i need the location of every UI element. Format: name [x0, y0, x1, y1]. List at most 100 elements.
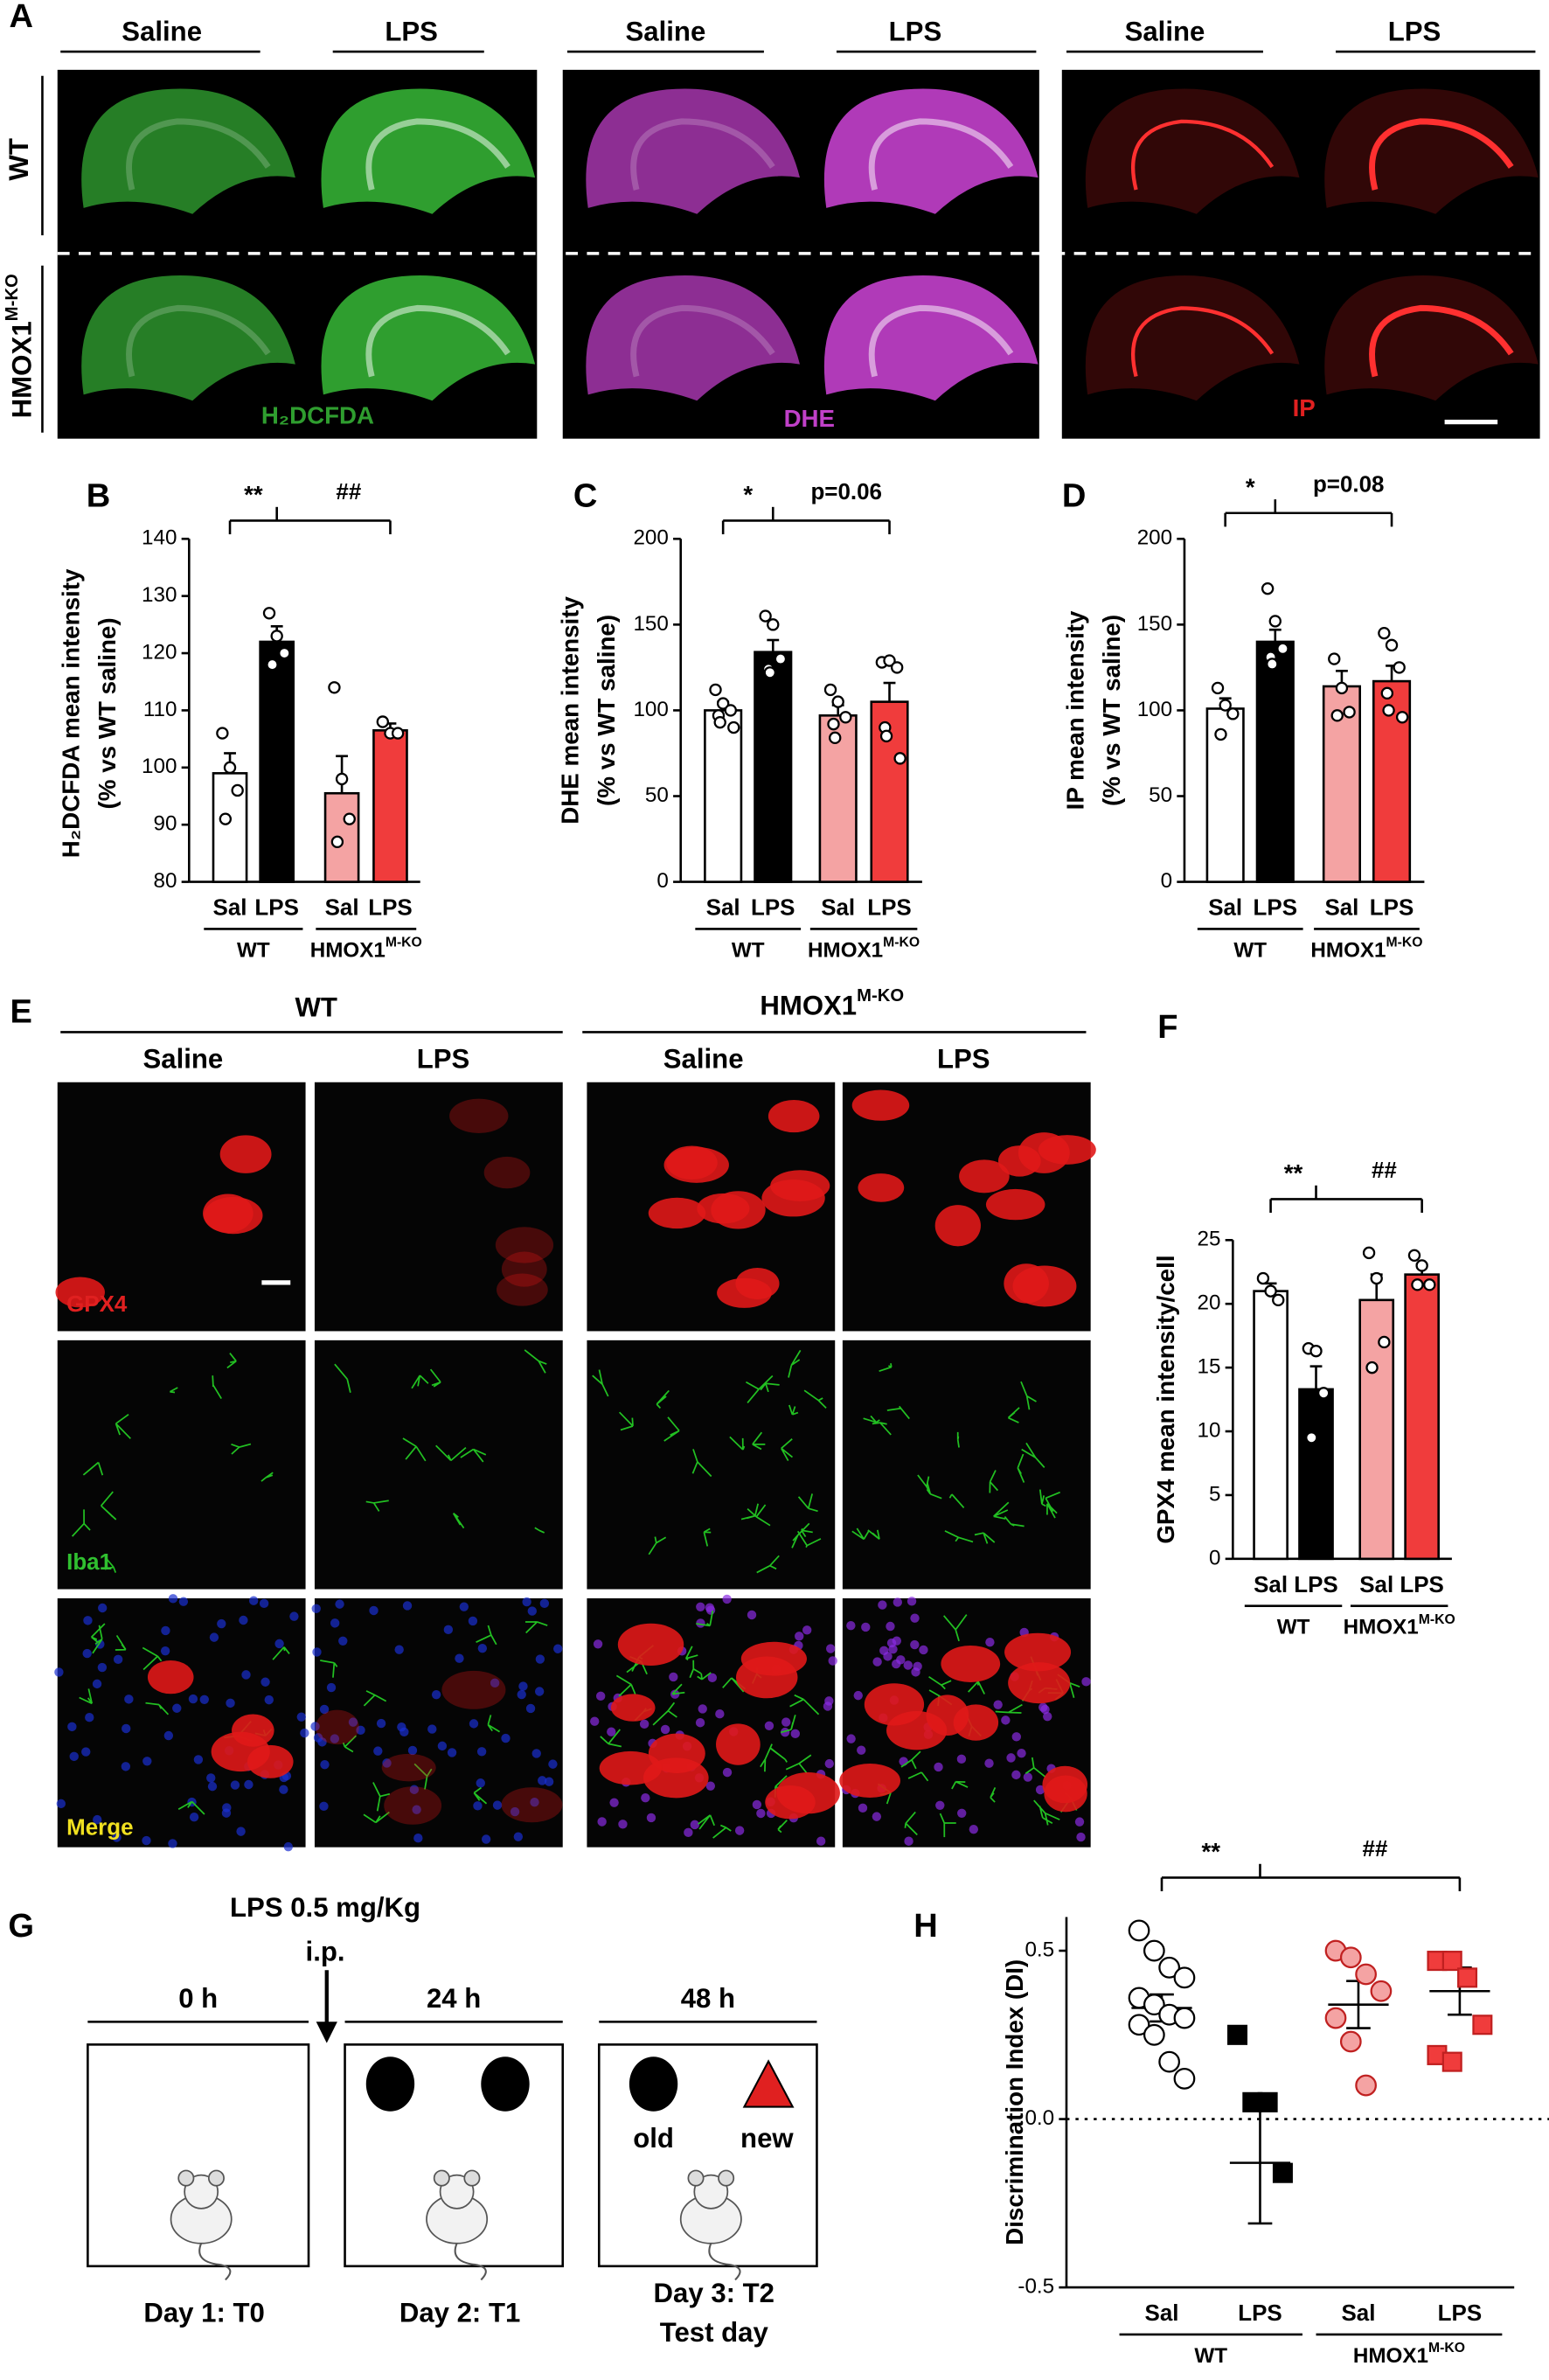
y-tick-label: 50 — [645, 783, 669, 807]
nucleus — [319, 1704, 330, 1715]
nucleus — [669, 1672, 678, 1682]
nucleus — [696, 1602, 705, 1611]
nucleus — [142, 1757, 152, 1766]
nucleus — [993, 1700, 1003, 1709]
nucleus — [310, 1722, 320, 1731]
nucleus — [888, 1644, 898, 1654]
group-label-main: WT — [1194, 2344, 1227, 2368]
microglia — [231, 1443, 252, 1455]
nucleus — [883, 1652, 893, 1661]
nucleus — [595, 1691, 606, 1701]
data-point — [270, 630, 283, 643]
day-label: Day 2: T1 — [399, 2298, 520, 2328]
neuron — [839, 1763, 901, 1799]
data-point — [1143, 1994, 1165, 2016]
data-point — [1214, 727, 1227, 741]
group-label: HMOX1M-KO — [808, 936, 920, 963]
nucleus — [802, 1625, 812, 1635]
bar — [754, 651, 793, 883]
data-point — [1343, 706, 1356, 719]
data-point — [1362, 1246, 1376, 1260]
nucleus — [85, 1713, 94, 1722]
microglia — [115, 1414, 131, 1439]
nucleus — [81, 1747, 91, 1757]
microglia — [1038, 1489, 1046, 1507]
data-point — [823, 683, 837, 697]
nucleus — [911, 1667, 920, 1677]
column-header: Saline — [626, 16, 706, 46]
nucleus — [764, 1721, 774, 1731]
data-point — [724, 704, 737, 717]
group-label: WT — [1277, 1616, 1310, 1639]
group-header-superscript: M-KO — [857, 987, 904, 1006]
data-point — [1457, 1967, 1478, 1988]
mouse-ear — [207, 2169, 225, 2187]
nucleus — [209, 1632, 219, 1642]
nucleus — [161, 1625, 170, 1636]
nucleus — [1006, 1753, 1016, 1763]
y-tick-label: 100 — [633, 698, 668, 721]
neuron — [232, 1714, 274, 1747]
data-point — [713, 715, 726, 729]
nucleus — [722, 1594, 732, 1604]
group-label-main: WT — [237, 939, 270, 963]
microglia — [684, 1646, 698, 1660]
microglia — [363, 1811, 390, 1824]
mouse-ear — [463, 2169, 481, 2187]
row-label-main: HMOX1 — [7, 321, 38, 418]
nucleus — [695, 1718, 705, 1728]
nucleus — [1074, 1817, 1085, 1827]
brain-section — [321, 275, 536, 401]
data-point — [335, 772, 349, 786]
microglia — [100, 1491, 117, 1521]
data-point — [1226, 707, 1240, 720]
nucleus — [853, 1690, 863, 1701]
microglia — [926, 1482, 942, 1500]
y-tick-label: 100 — [1137, 698, 1172, 721]
nucleus — [113, 1654, 123, 1665]
neuron — [204, 1196, 263, 1235]
day-label: Test day — [660, 2317, 769, 2348]
data-point — [330, 835, 344, 849]
nucleus — [535, 1654, 545, 1664]
nucleus — [1038, 1702, 1048, 1712]
object-new — [742, 2059, 795, 2108]
nucleus — [705, 1605, 716, 1615]
nucleus — [872, 1657, 882, 1667]
microglia — [1017, 1453, 1025, 1483]
microglia — [429, 1368, 441, 1388]
microglia — [212, 1375, 222, 1399]
neuron — [441, 1670, 506, 1709]
microglia — [760, 1743, 773, 1772]
nucleus — [217, 1618, 226, 1629]
nucleus — [531, 1749, 541, 1758]
data-point — [1305, 1431, 1318, 1444]
panel-letter: F — [1157, 1008, 1177, 1046]
object-label: new — [740, 2123, 794, 2154]
nucleus — [279, 1785, 288, 1794]
column-header: LPS — [937, 1044, 990, 1075]
x-tick-label: Sal — [1359, 1571, 1393, 1597]
nucleus — [142, 1835, 151, 1846]
neuron — [610, 1694, 656, 1722]
neuron — [851, 1089, 910, 1121]
neuron — [776, 1771, 840, 1814]
microglia — [796, 1530, 822, 1548]
nucleus — [206, 1773, 216, 1783]
group-label: WT — [1233, 939, 1267, 963]
data-point — [1370, 1980, 1393, 2002]
microglia — [879, 1363, 893, 1372]
significance-label: p=0.08 — [1313, 470, 1384, 497]
microglia — [689, 1660, 702, 1679]
data-point — [376, 715, 389, 728]
microglia — [1007, 1407, 1020, 1423]
microglia — [867, 1529, 880, 1540]
column-header: Saline — [663, 1044, 744, 1075]
neuron — [740, 1641, 807, 1676]
data-point — [1472, 2015, 1493, 2036]
neuron — [55, 1277, 105, 1308]
x-tick-label: LPS — [1238, 2300, 1282, 2326]
nucleus — [244, 1779, 254, 1790]
neuron — [985, 1188, 1045, 1221]
y-tick-label: 0 — [656, 869, 668, 893]
